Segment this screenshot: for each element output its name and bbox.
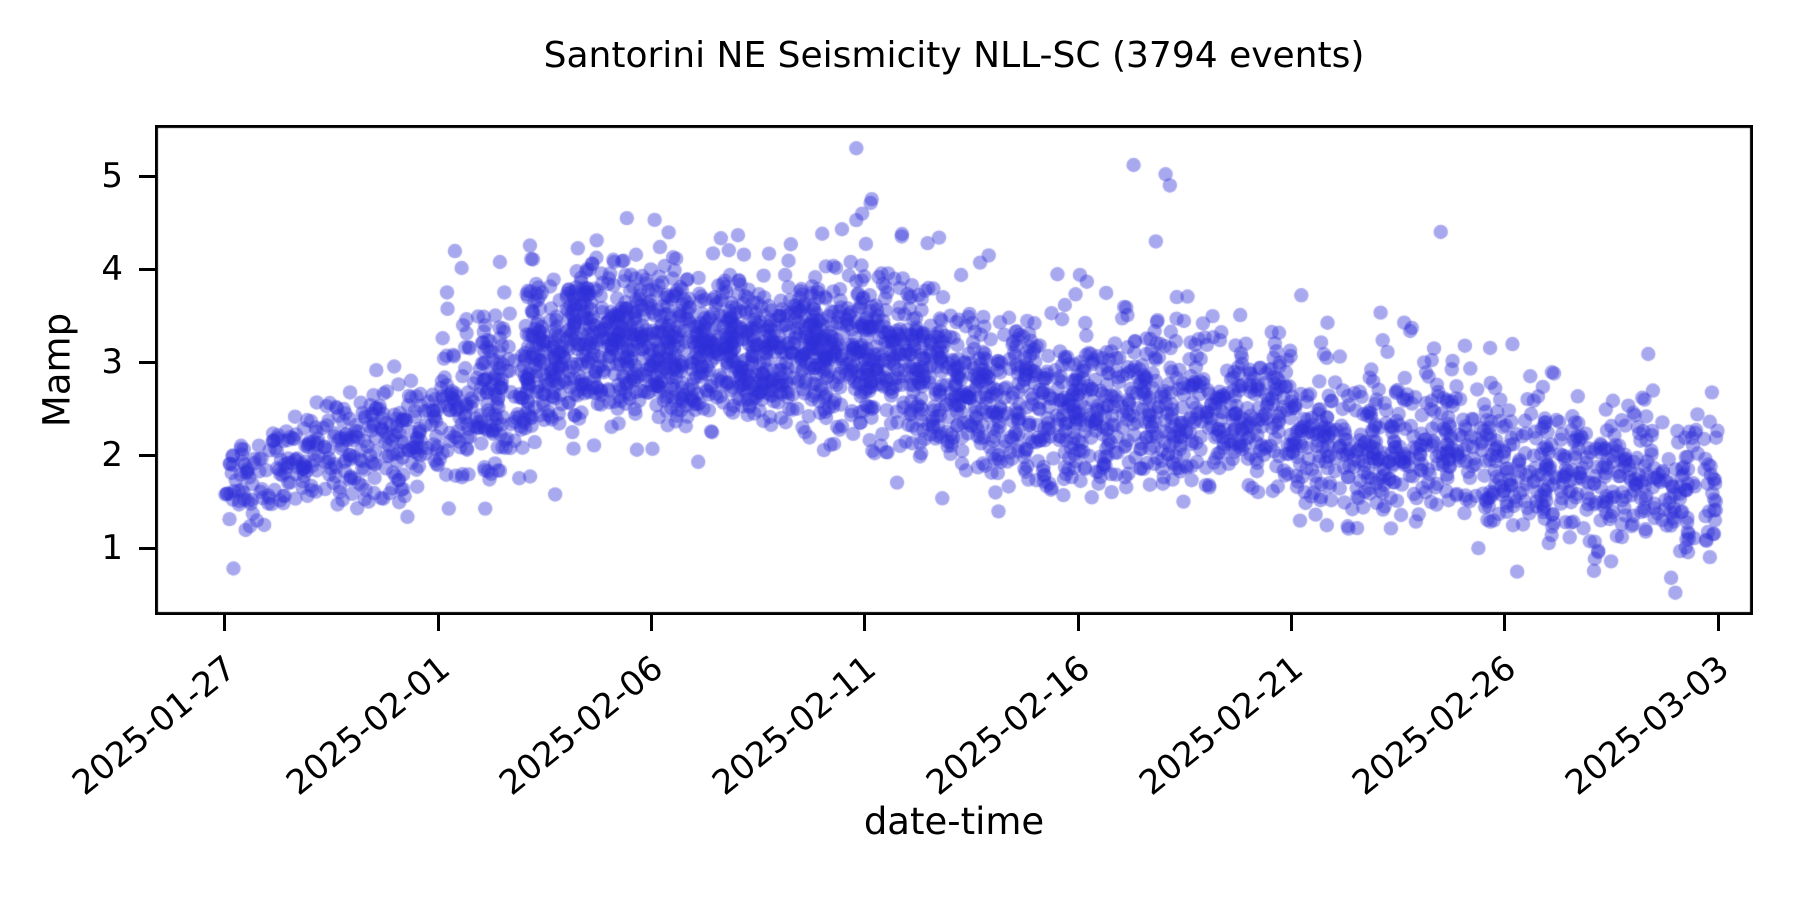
y-tick-mark	[139, 267, 155, 271]
y-tick-mark	[139, 546, 155, 550]
x-tick-label: 2025-03-03	[1558, 648, 1738, 804]
x-tick-label: 2025-02-06	[492, 648, 671, 804]
y-tick-mark	[139, 453, 155, 457]
chart-title: Santorini NE Seismicity NLL-SC (3794 eve…	[543, 35, 1365, 76]
y-tick-label: 5	[101, 156, 123, 197]
y-tick-label: 3	[101, 342, 123, 383]
x-tick-mark	[223, 615, 227, 631]
y-tick-label: 1	[101, 528, 123, 569]
x-tick-mark	[1289, 615, 1293, 631]
y-tick-mark	[139, 360, 155, 364]
x-tick-mark	[1503, 615, 1507, 631]
x-tick-label: 2025-02-21	[1131, 648, 1311, 804]
x-tick-label: 2025-01-27	[65, 648, 245, 804]
scatter-canvas	[155, 125, 1753, 615]
y-tick-mark	[139, 174, 155, 178]
x-tick-mark	[650, 615, 654, 631]
y-tick-label: 4	[101, 249, 123, 290]
y-tick-label: 2	[101, 435, 123, 476]
x-tick-mark	[436, 615, 440, 631]
x-tick-label: 2025-02-01	[278, 648, 458, 804]
x-tick-mark	[1716, 615, 1720, 631]
plot-area	[155, 125, 1753, 615]
x-tick-label: 2025-02-11	[705, 648, 885, 804]
x-tick-mark	[1076, 615, 1080, 631]
x-tick-label: 2025-02-26	[1345, 648, 1524, 804]
x-axis-label: date-time	[863, 800, 1045, 843]
x-tick-label: 2025-02-16	[918, 648, 1098, 804]
x-tick-mark	[863, 615, 867, 631]
